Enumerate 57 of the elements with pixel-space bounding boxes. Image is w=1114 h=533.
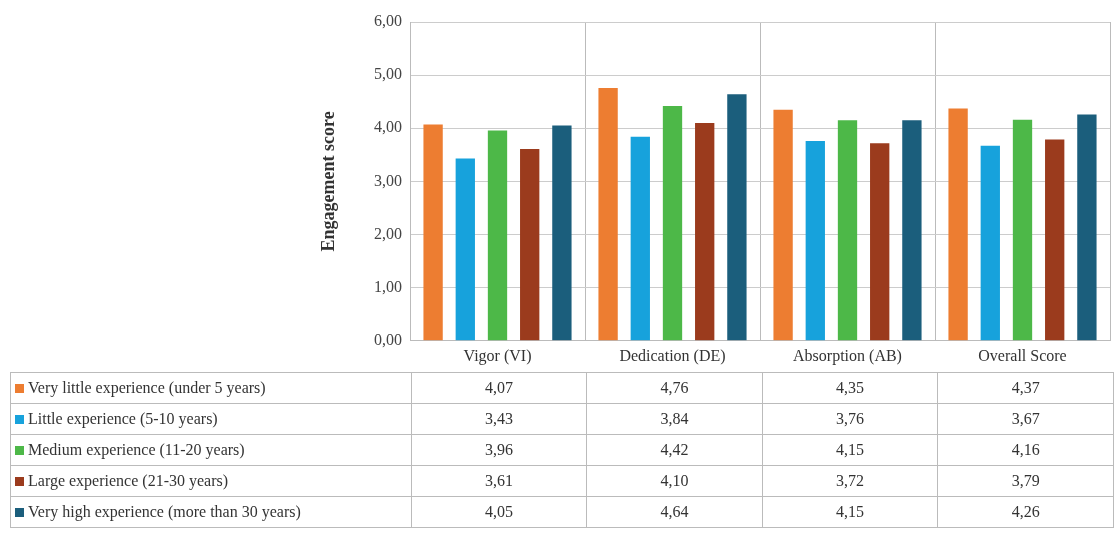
bar — [805, 141, 825, 341]
y-tick-label: 5,00 — [374, 65, 402, 83]
legend-label: Little experience (5-10 years) — [10, 403, 412, 435]
legend-label: Medium experience (11-20 years) — [10, 434, 412, 466]
data-label: 4,37 — [937, 372, 1114, 404]
y-axis-title: Engagement score — [318, 111, 339, 252]
x-tick-label: Vigor (VI) — [463, 346, 532, 365]
bar — [902, 120, 922, 341]
y-tick-label: 1,00 — [374, 277, 402, 295]
y-tick-label: 0,00 — [374, 331, 402, 348]
data-label: 3,67 — [937, 403, 1114, 435]
bar — [1077, 114, 1097, 341]
data-label: 3,79 — [937, 465, 1114, 497]
y-tick-label: 3,00 — [374, 171, 402, 189]
y-tick-label: 6,00 — [374, 12, 402, 30]
x-tick-label: Overall Score — [978, 346, 1067, 364]
data-label: 4,35 — [762, 372, 938, 404]
data-label: 3,61 — [411, 465, 587, 497]
data-label: 4,10 — [586, 465, 763, 497]
data-label: 4,15 — [762, 496, 938, 528]
bar — [423, 124, 443, 341]
bar — [870, 143, 890, 341]
legend-label: Very high experience (more than 30 years) — [10, 496, 412, 528]
bar — [727, 94, 747, 341]
legend-label: Very little experience (under 5 years) — [10, 372, 412, 404]
bar — [598, 87, 618, 341]
bar — [773, 109, 793, 341]
y-tick-label: 2,00 — [374, 224, 402, 242]
bar — [837, 120, 858, 341]
data-label: 3,96 — [411, 434, 587, 466]
y-tick-label: 4,00 — [374, 118, 402, 136]
data-label: 4,05 — [411, 496, 587, 528]
bar — [948, 108, 968, 341]
data-label: 3,84 — [586, 403, 763, 435]
data-label: 3,72 — [762, 465, 938, 497]
bar — [520, 148, 540, 341]
bar — [487, 130, 508, 341]
bar — [1045, 139, 1065, 341]
bar — [695, 122, 715, 341]
data-label: 3,76 — [762, 403, 938, 435]
x-tick-label: Dedication (DE) — [619, 346, 726, 365]
bar — [662, 105, 683, 341]
bar — [1012, 119, 1033, 341]
bar — [552, 125, 572, 341]
bar — [455, 158, 475, 341]
data-label: 4,76 — [586, 372, 763, 404]
bar — [980, 145, 1000, 341]
data-label: 4,26 — [937, 496, 1114, 528]
data-label: 4,16 — [937, 434, 1114, 466]
data-label: 4,15 — [762, 434, 938, 466]
data-label: 4,07 — [411, 372, 587, 404]
data-label: 4,64 — [586, 496, 763, 528]
x-tick-label: Absorption (AB) — [793, 346, 902, 365]
data-label: 4,42 — [586, 434, 763, 466]
bar — [630, 136, 650, 341]
legend-label: Large experience (21-30 years) — [10, 465, 412, 497]
data-label: 3,43 — [411, 403, 587, 435]
